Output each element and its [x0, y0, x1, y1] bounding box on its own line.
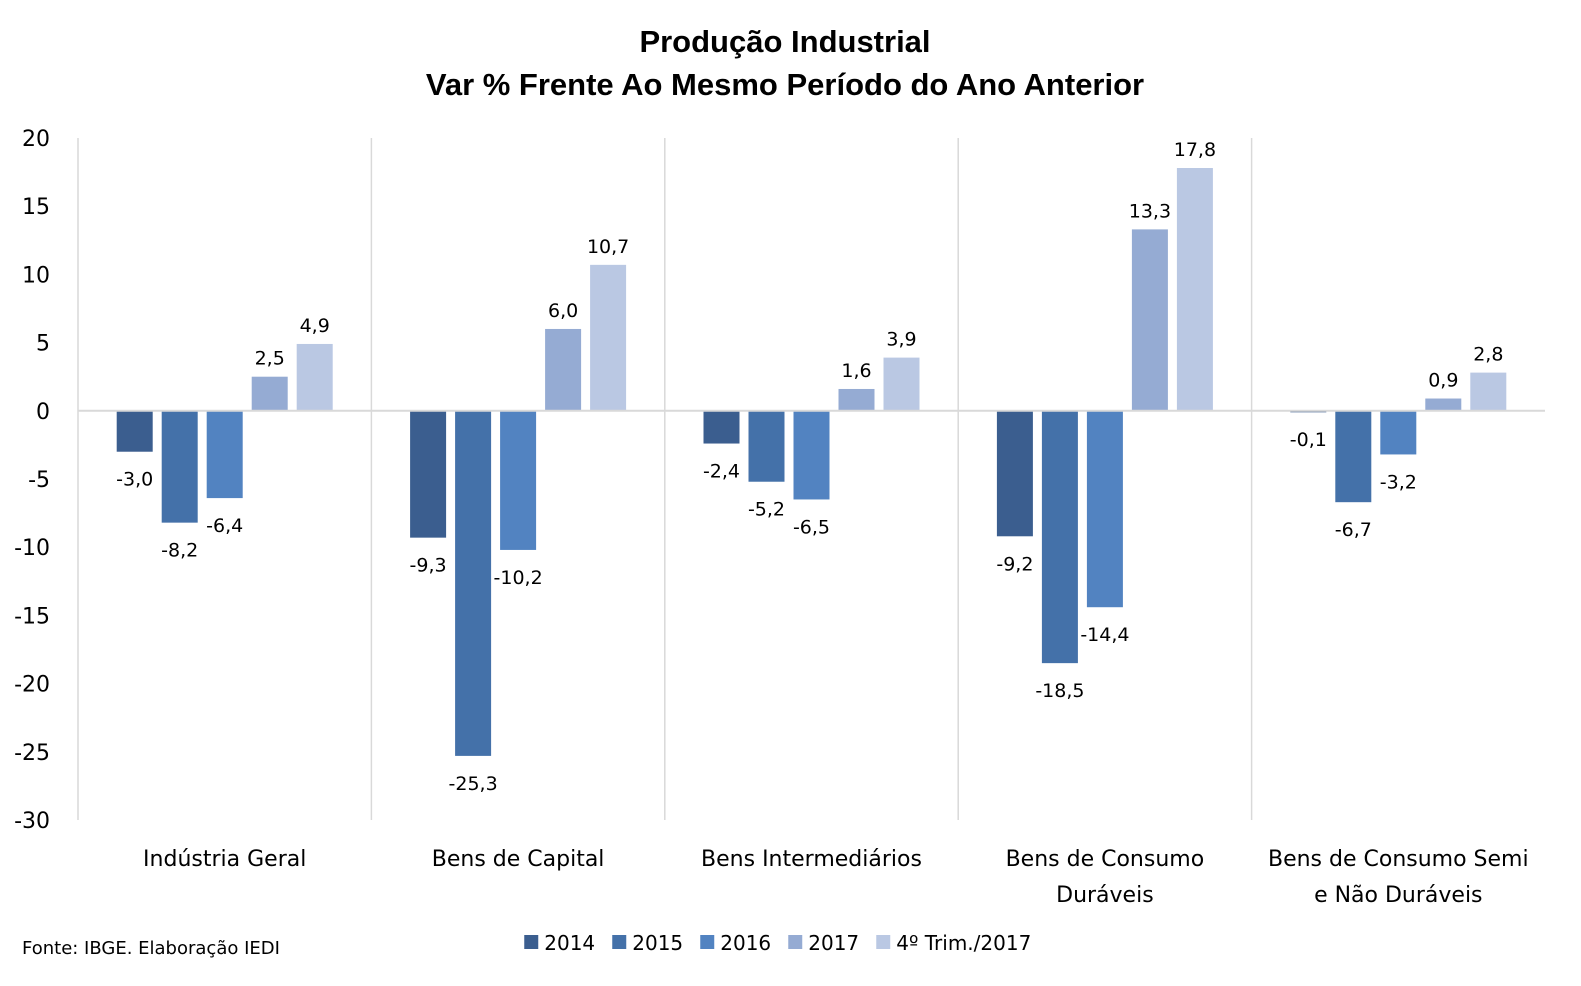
data-label: -6,7 — [1335, 519, 1372, 541]
legend-label: 2016 — [720, 931, 771, 955]
y-tick-label: -5 — [28, 468, 50, 493]
category-dividers — [77, 138, 1253, 820]
bar — [116, 410, 153, 452]
y-tick-label: -20 — [14, 673, 50, 698]
legend-swatch — [612, 935, 627, 949]
data-label: -9,2 — [996, 553, 1033, 575]
data-labels: -3,0 -8,2 -6,4 2,5 4,9 -9,3 -25,3 -10,2 6,0 10,7 -… — [116, 139, 1503, 795]
bar — [1131, 229, 1168, 411]
bar — [410, 410, 447, 538]
y-tick-label: 15 — [22, 195, 50, 220]
bar — [838, 388, 875, 411]
category-label: e Não Duráveis — [1314, 883, 1482, 908]
bar — [1335, 410, 1372, 503]
data-label: -14,4 — [1080, 624, 1129, 646]
data-label: -2,4 — [703, 461, 740, 483]
category-label: Bens de Consumo Semi — [1268, 847, 1529, 872]
data-label: -8,2 — [161, 540, 198, 562]
y-tick-label: 20 — [22, 127, 50, 152]
y-tick-label: 5 — [36, 332, 50, 357]
y-tick-label: -30 — [14, 809, 50, 834]
data-label: 10,7 — [587, 236, 629, 258]
legend-label: 2014 — [544, 931, 595, 955]
bar — [1086, 410, 1123, 608]
category-label: Duráveis — [1056, 883, 1154, 908]
bar — [1380, 410, 1417, 455]
data-label: 13,3 — [1129, 200, 1171, 222]
y-tick-label: -25 — [14, 741, 50, 766]
bar — [1176, 168, 1213, 411]
data-label: 2,5 — [255, 348, 285, 370]
data-label: -9,3 — [410, 555, 447, 577]
data-label: -18,5 — [1035, 680, 1084, 702]
data-label: 2,8 — [1473, 344, 1503, 366]
bar — [748, 410, 785, 482]
data-label: -6,4 — [206, 515, 243, 537]
data-label: -0,1 — [1290, 429, 1327, 451]
legend-swatch — [700, 935, 715, 949]
data-label: 3,9 — [886, 329, 916, 351]
legend-label: 4º Trim./2017 — [896, 931, 1031, 955]
data-label: -3,2 — [1380, 471, 1417, 493]
legend: 2014 2015 2016 2017 4º Trim./2017 — [524, 931, 1031, 955]
bar — [500, 410, 537, 550]
legend-label: 2017 — [808, 931, 859, 955]
data-label: 1,6 — [841, 360, 871, 382]
bar — [296, 343, 333, 411]
bar — [206, 410, 243, 499]
bar — [1041, 410, 1078, 664]
data-label: 6,0 — [548, 300, 578, 322]
bar — [1425, 398, 1462, 411]
bar — [161, 410, 198, 523]
data-label: -5,2 — [748, 499, 785, 521]
data-label: -3,0 — [116, 469, 153, 491]
bars — [116, 168, 1507, 756]
bar — [545, 328, 582, 411]
bar — [455, 410, 492, 756]
data-label: 17,8 — [1174, 139, 1216, 161]
data-label: 0,9 — [1428, 370, 1458, 392]
bar — [883, 357, 920, 411]
legend-swatch — [876, 935, 891, 949]
data-label: -6,5 — [793, 516, 830, 538]
data-label: -25,3 — [449, 773, 498, 795]
y-axis: 20 15 10 5 0 -5 -10 -15 -20 -25 -30 — [14, 127, 50, 834]
bar — [996, 410, 1033, 537]
legend-swatch — [788, 935, 803, 949]
data-label: -10,2 — [494, 567, 543, 589]
category-label: Indústria Geral — [143, 847, 306, 872]
y-tick-label: -10 — [14, 536, 50, 561]
category-label: Bens Intermediários — [701, 847, 922, 872]
y-tick-label: 10 — [22, 263, 50, 288]
x-axis-categories: Indústria Geral Bens de Capital Bens Inter… — [143, 847, 1529, 908]
y-tick-label: -15 — [14, 604, 50, 629]
bar — [793, 410, 830, 500]
data-label: 4,9 — [300, 315, 330, 337]
legend-swatch — [524, 935, 539, 949]
chart-title-line1: Produção Industrial — [639, 24, 930, 59]
bar — [251, 376, 288, 411]
source-note: Fonte: IBGE. Elaboração IEDI — [22, 938, 280, 959]
bar — [590, 264, 627, 411]
chart-title-line2: Var % Frente Ao Mesmo Período do Ano Ant… — [426, 67, 1144, 102]
legend-label: 2015 — [632, 931, 683, 955]
bar — [703, 410, 740, 444]
category-label: Bens de Capital — [432, 847, 605, 872]
category-label: Bens de Consumo — [1006, 847, 1205, 872]
bar — [1470, 372, 1507, 411]
y-tick-label: 0 — [36, 400, 50, 425]
